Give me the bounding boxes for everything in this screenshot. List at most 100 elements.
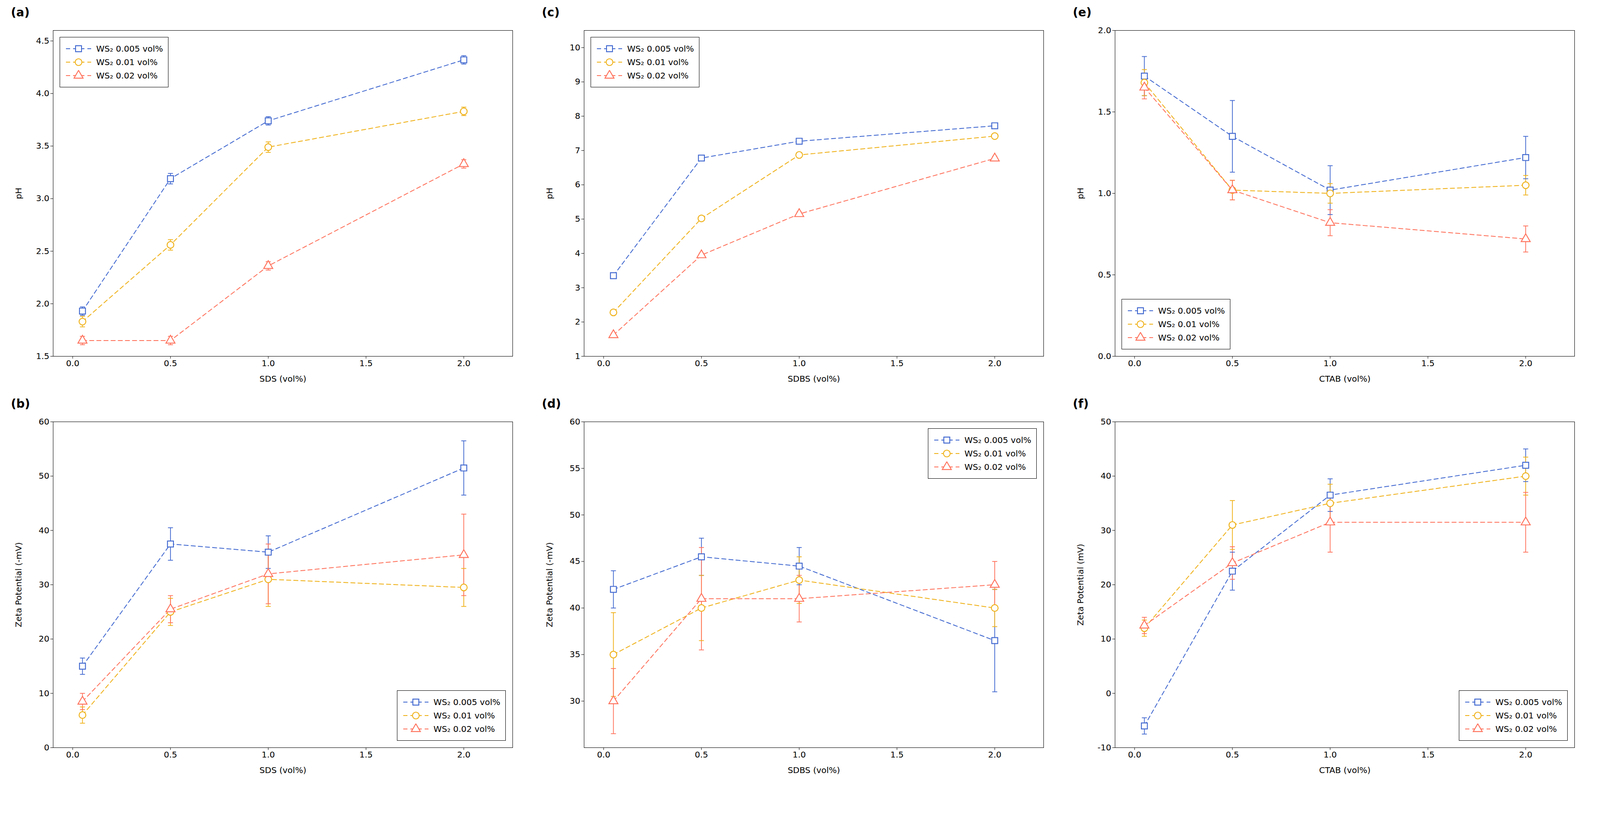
html-text:WS₂ 0.01 vol%: WS₂ 0.01 vol% (627, 57, 689, 68)
svg-text:20: 20 (38, 633, 50, 644)
svg-text:10: 10 (38, 688, 50, 699)
svg-text:1.0: 1.0 (1323, 358, 1338, 369)
svg-text:3: 3 (575, 282, 581, 293)
svg-text:Zeta Potential (-mV): Zeta Potential (-mV) (13, 542, 24, 628)
svg-text:0.0: 0.0 (65, 358, 80, 369)
svg-text:1.5: 1.5 (359, 749, 373, 760)
svg-text:0.0: 0.0 (1127, 749, 1142, 760)
svg-text:1: 1 (575, 351, 581, 362)
svg-text:1.0: 1.0 (1098, 188, 1112, 199)
svg-text:7: 7 (575, 145, 581, 156)
svg-text:0.0: 0.0 (596, 358, 611, 369)
svg-text:50: 50 (1100, 416, 1112, 427)
svg-text:0: 0 (44, 742, 50, 753)
html-text:WS₂ 0.005 vol%: WS₂ 0.005 vol% (96, 43, 164, 54)
html-text:(b): (b) (10, 396, 31, 411)
html-text:(d): (d) (541, 396, 562, 411)
svg-text:2.0: 2.0 (457, 749, 471, 760)
svg-text:1.0: 1.0 (1323, 749, 1338, 760)
svg-text:2.0: 2.0 (1098, 25, 1112, 36)
html-text:WS₂ 0.02 vol%: WS₂ 0.02 vol% (1158, 332, 1220, 343)
svg-text:SDS (vol%): SDS (vol%) (259, 373, 307, 384)
svg-text:3.5: 3.5 (36, 140, 50, 151)
svg-text:3.0: 3.0 (36, 193, 50, 204)
svg-text:1.5: 1.5 (890, 358, 904, 369)
svg-text:1.0: 1.0 (261, 358, 276, 369)
svg-text:1.0: 1.0 (792, 749, 807, 760)
svg-text:0.5: 0.5 (163, 749, 178, 760)
svg-text:0.0: 0.0 (1127, 358, 1142, 369)
svg-text:0.5: 0.5 (694, 358, 709, 369)
svg-text:SDS (vol%): SDS (vol%) (259, 765, 307, 776)
svg-text:0.0: 0.0 (65, 749, 80, 760)
svg-text:1.0: 1.0 (261, 749, 276, 760)
svg-text:30: 30 (1100, 525, 1112, 536)
svg-text:50: 50 (569, 509, 581, 521)
svg-text:55: 55 (569, 463, 581, 474)
svg-text:10: 10 (569, 42, 581, 53)
svg-text:1.5: 1.5 (359, 358, 373, 369)
svg-text:1.5: 1.5 (890, 749, 904, 760)
svg-text:4.5: 4.5 (36, 35, 50, 46)
svg-text:1.5: 1.5 (36, 351, 50, 362)
svg-text:20: 20 (1100, 579, 1112, 590)
html-text:(c): (c) (541, 5, 560, 20)
svg-text:2.0: 2.0 (36, 298, 50, 309)
svg-text:0.5: 0.5 (163, 358, 178, 369)
svg-text:0.5: 0.5 (694, 749, 709, 760)
svg-text:SDBS (vol%): SDBS (vol%) (787, 373, 841, 384)
svg-text:2.0: 2.0 (987, 749, 1002, 760)
html-text:(a): (a) (10, 5, 30, 20)
html-text:(e): (e) (1072, 5, 1092, 20)
svg-text:60: 60 (569, 416, 581, 427)
svg-text:30: 30 (38, 579, 50, 590)
svg-text:9: 9 (575, 76, 581, 87)
svg-text:0.5: 0.5 (1225, 749, 1240, 760)
svg-text:0: 0 (1106, 688, 1112, 699)
svg-text:2.0: 2.0 (1518, 358, 1533, 369)
svg-text:60: 60 (38, 416, 50, 427)
svg-text:pH: pH (544, 187, 555, 200)
svg-text:1.0: 1.0 (792, 358, 807, 369)
svg-text:40: 40 (38, 525, 50, 536)
html-text:WS₂ 0.02 vol%: WS₂ 0.02 vol% (96, 70, 158, 81)
svg-text:1.5: 1.5 (1098, 106, 1112, 117)
svg-text:pH: pH (1075, 187, 1086, 200)
html-text:(f): (f) (1072, 396, 1089, 411)
svg-text:2.0: 2.0 (457, 358, 471, 369)
svg-text:0.5: 0.5 (1225, 358, 1240, 369)
svg-text:2: 2 (575, 316, 581, 327)
svg-text:4.0: 4.0 (36, 88, 50, 99)
html-text:WS₂ 0.02 vol%: WS₂ 0.02 vol% (627, 70, 689, 81)
html-text:WS₂ 0.01 vol%: WS₂ 0.01 vol% (96, 57, 158, 68)
svg-text:0.0: 0.0 (1098, 351, 1112, 362)
svg-text:1.5: 1.5 (1421, 749, 1435, 760)
html-text:WS₂ 0.005 vol%: WS₂ 0.005 vol% (627, 43, 694, 54)
svg-text:35: 35 (569, 649, 581, 660)
svg-text:0.5: 0.5 (1098, 269, 1112, 280)
svg-text:CTAB (vol%): CTAB (vol%) (1318, 373, 1371, 384)
svg-text:1.5: 1.5 (1421, 358, 1435, 369)
svg-text:0.0: 0.0 (596, 749, 611, 760)
svg-text:5: 5 (575, 213, 581, 224)
svg-text:45: 45 (569, 556, 581, 567)
svg-text:50: 50 (38, 470, 50, 481)
svg-text:CTAB (vol%): CTAB (vol%) (1318, 765, 1371, 776)
svg-text:4: 4 (575, 248, 581, 259)
svg-text:Zeta Potential (-mV): Zeta Potential (-mV) (544, 542, 555, 628)
html-text:WS₂ 0.01 vol%: WS₂ 0.01 vol% (1158, 319, 1220, 330)
svg-text:2.5: 2.5 (36, 246, 50, 257)
svg-text:10: 10 (1100, 633, 1112, 644)
html-text:WS₂ 0.005 vol%: WS₂ 0.005 vol% (1158, 305, 1225, 316)
svg-text:8: 8 (575, 110, 581, 121)
svg-text:Zeta Potential (mV): Zeta Potential (mV) (1075, 543, 1086, 626)
svg-text:2.0: 2.0 (1518, 749, 1533, 760)
svg-text:40: 40 (1100, 470, 1112, 481)
svg-text:2.0: 2.0 (987, 358, 1002, 369)
svg-text:40: 40 (569, 602, 581, 613)
svg-text:6: 6 (575, 179, 581, 190)
svg-text:-10: -10 (1097, 742, 1112, 753)
svg-text:pH: pH (13, 187, 24, 200)
svg-text:SDBS (vol%): SDBS (vol%) (787, 765, 841, 776)
svg-text:30: 30 (569, 696, 581, 707)
